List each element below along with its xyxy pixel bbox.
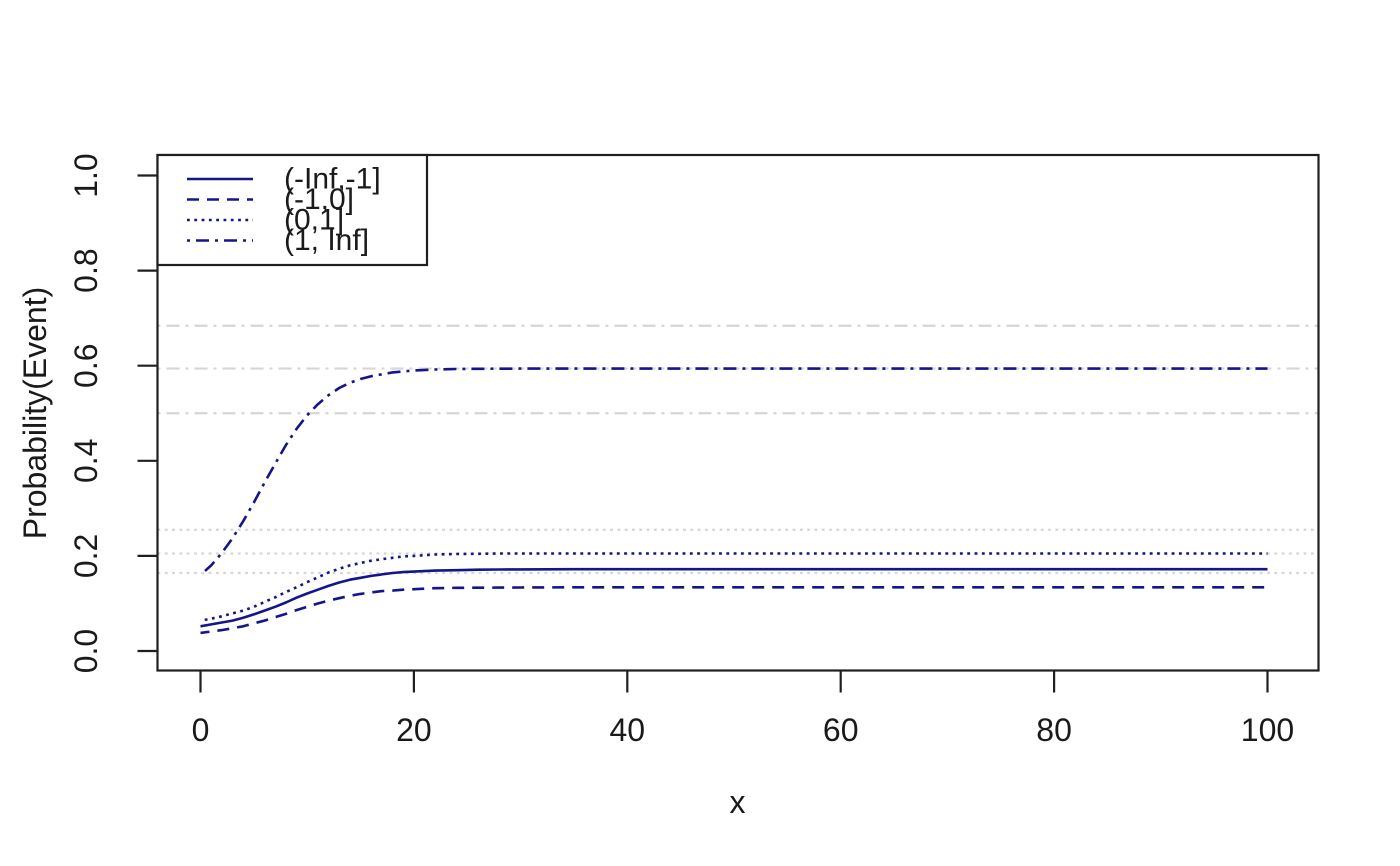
legend-entry-label: (0,1] bbox=[284, 204, 344, 237]
series-curve-dashdot bbox=[199, 367, 1268, 576]
series-curve-dotted bbox=[200, 552, 1268, 622]
y-tick-label: 0.6 bbox=[68, 343, 104, 387]
legend-entry-label: (-1,0] bbox=[284, 183, 354, 216]
x-tick-label: 100 bbox=[1241, 712, 1294, 748]
legend-box bbox=[156, 153, 429, 267]
x-tick-label: 80 bbox=[1036, 712, 1072, 748]
series-layer bbox=[199, 367, 1268, 635]
legend-entry-label: (1, Inf] bbox=[284, 224, 369, 257]
x-tick-label: 20 bbox=[396, 712, 432, 748]
legend: (-Inf,-1](-1,0](0,1](1, Inf] bbox=[156, 153, 429, 267]
axes-layer: 0.0 0.2 0.4 0.6 0.8 1.0 0 20 40 60 80 100 bbox=[68, 153, 1320, 748]
x-tick-label: 40 bbox=[610, 712, 646, 748]
plot-frame bbox=[156, 153, 1320, 672]
series-curve-dashed bbox=[200, 586, 1268, 635]
y-tick-label: 0.0 bbox=[68, 629, 104, 673]
x-tick-label: 0 bbox=[192, 712, 210, 748]
y-tick-label: 0.8 bbox=[68, 248, 104, 292]
series-curve-solid bbox=[200, 567, 1268, 628]
legend-entry-label: (-Inf,-1] bbox=[284, 163, 381, 196]
y-tick-label: 0.2 bbox=[68, 534, 104, 578]
y-tick-label: 0.4 bbox=[68, 439, 104, 483]
reference-lines-layer bbox=[157, 324, 1319, 575]
x-axis-title: x bbox=[730, 784, 746, 820]
x-tick-label: 60 bbox=[823, 712, 859, 748]
y-axis-title: Probability(Event) bbox=[17, 287, 53, 540]
y-tick-label: 1.0 bbox=[68, 153, 104, 197]
